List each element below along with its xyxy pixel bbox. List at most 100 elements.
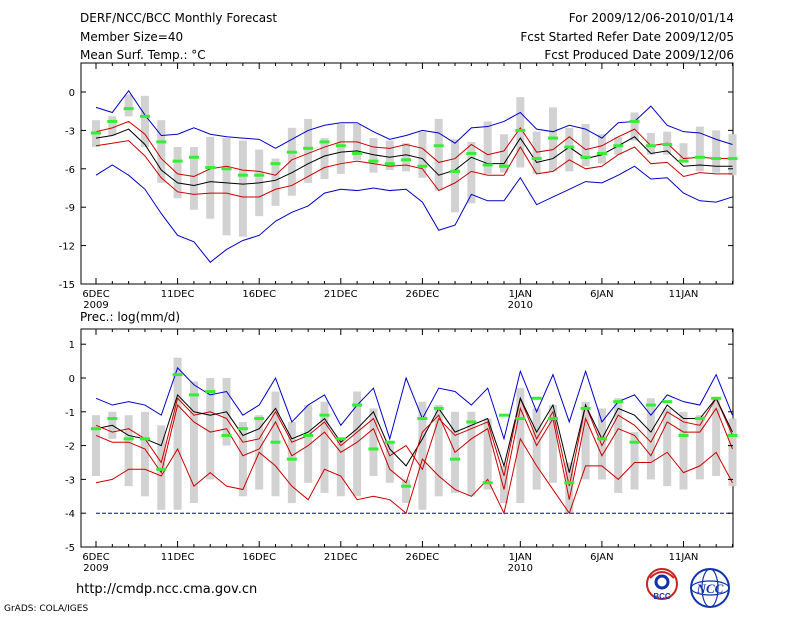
prec-xtick-sublabel: 2009 (83, 563, 108, 574)
prec-median-mark (156, 467, 167, 471)
prec-median-mark (384, 440, 395, 444)
temp-median-mark (352, 151, 363, 155)
prec-box (304, 405, 313, 483)
temp-median-mark (531, 157, 542, 161)
prec-xtick-label: 1JAN (509, 552, 532, 563)
produced-date: Fcst Produced Date 2009/12/06 (544, 48, 734, 62)
prec-median-mark (694, 417, 705, 421)
prec-median-mark (188, 393, 199, 397)
prec-median-mark (91, 427, 101, 431)
temp-box (173, 147, 182, 199)
prec-ytick-label: 1 (69, 340, 75, 351)
prec-median-mark (401, 484, 412, 488)
temp-xtick-label: 1JAN (509, 289, 532, 300)
prec-box (336, 438, 345, 497)
prec-median-mark (727, 433, 738, 437)
temp-xtick-label: 16DEC (242, 289, 276, 300)
prec-xtick-label: 6JAN (590, 552, 613, 563)
prec-box (238, 421, 247, 497)
prec-median-mark (221, 433, 232, 437)
temp-box (206, 136, 215, 219)
temp-box (581, 124, 590, 167)
temp-box (532, 131, 541, 174)
prec-median-mark (286, 457, 297, 461)
temp-median-mark (107, 119, 118, 123)
temp-xtick-label: 11JAN (669, 289, 699, 300)
temp-box (189, 147, 198, 210)
temp-box (304, 118, 313, 183)
temp-ytick-label: -12 (59, 242, 75, 253)
temp-median-mark (515, 128, 526, 132)
temp-xtick-label: 21DEC (324, 289, 358, 300)
ncc-logo-text: NCC (696, 581, 724, 596)
temp-median-mark (139, 114, 150, 118)
prec-series-max (95, 366, 733, 441)
temp-box (597, 134, 606, 164)
temp-median-mark (547, 136, 558, 140)
prec-ytick-label: -4 (65, 509, 75, 520)
temp-box (630, 112, 639, 141)
prec-box (467, 411, 476, 497)
prec-xtick-label: 11JAN (669, 552, 699, 563)
prec-median-mark (662, 400, 673, 404)
temp-median-mark (188, 155, 199, 159)
temp-box (646, 132, 655, 155)
prec-median-mark (139, 437, 150, 441)
website-url[interactable]: http://cmdp.ncc.cma.gov.cn (76, 582, 258, 597)
temp-median-mark (727, 157, 738, 161)
temp-box (124, 94, 133, 117)
prec-xtick-sublabel: 2010 (508, 563, 533, 574)
temp-box (467, 141, 476, 204)
temp-ytick-label: -3 (65, 126, 75, 137)
prec-median-mark (335, 437, 346, 441)
prec-box (271, 391, 280, 497)
temp-median-mark (205, 166, 216, 170)
temp-box (222, 138, 231, 236)
prec-median-mark (303, 433, 314, 437)
temp-ytick-label: -9 (65, 203, 75, 214)
temp-box (369, 138, 378, 173)
temp-box (320, 138, 329, 180)
temp-box (483, 121, 492, 174)
temp-median-mark (482, 163, 493, 167)
prec-median-mark (482, 481, 493, 485)
prec-median-mark (352, 403, 363, 407)
temp-series-max (95, 89, 733, 149)
prec-median-mark (613, 400, 624, 404)
prec-box (320, 401, 329, 493)
temp-xtick-label: 6DEC (82, 289, 109, 300)
prec-box (385, 442, 394, 483)
prec-ytick-label: 0 (69, 374, 75, 385)
temp-median-mark (172, 159, 183, 163)
temp-series-min (95, 164, 733, 263)
temp-median-mark (319, 140, 330, 144)
prec-median-mark (368, 447, 379, 451)
start-date: Fcst Started Refer Date 2009/12/05 (520, 30, 734, 44)
temp-box (238, 140, 247, 237)
prec-median-mark (107, 417, 118, 421)
prec-ytick-label: -3 (65, 475, 75, 486)
prec-median-mark (466, 420, 477, 424)
temp-xtick-label: 6JAN (590, 289, 613, 300)
temp-median-mark (694, 155, 705, 159)
prec-median-mark (123, 437, 134, 441)
prec-ytick-label: -1 (65, 408, 75, 419)
temp-xtick-sublabel: 2009 (83, 300, 108, 311)
prec-median-mark (645, 403, 656, 407)
temp-box (140, 95, 149, 148)
temp-box (157, 120, 166, 183)
prec-median-mark (531, 396, 542, 400)
member-size: Member Size=40 (80, 30, 184, 44)
prec-xtick-label: 16DEC (242, 552, 276, 563)
temp-median-mark (237, 173, 248, 177)
temp-median-mark (286, 150, 297, 154)
prec-box (532, 408, 541, 490)
temp-xtick-label: 11DEC (161, 289, 195, 300)
temp-box (695, 126, 704, 172)
prec-xtick-label: 26DEC (406, 552, 440, 563)
temp-box (271, 158, 280, 206)
prec-series-min (95, 437, 733, 515)
prec-ytick-label: -5 (65, 543, 75, 554)
prec-median-mark (499, 413, 509, 417)
